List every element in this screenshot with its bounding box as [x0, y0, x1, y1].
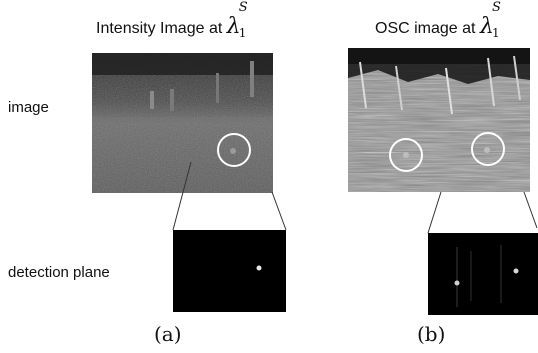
panel-b-title-text: OSC image at: [375, 20, 476, 37]
row-label-detection-plane: detection plane: [8, 264, 110, 281]
detection-plane-a: [173, 230, 286, 312]
detection-plane-b: [428, 233, 538, 315]
osc-image: [348, 48, 530, 192]
target-circle-b2: [471, 132, 505, 166]
row-label-image: image: [8, 99, 49, 116]
target-circle-a: [217, 133, 251, 167]
panel-a-title-text: Intensity Image at: [96, 20, 223, 37]
intensity-image: [92, 53, 273, 193]
target-circle-b1: [389, 138, 423, 172]
caption-a: (a): [154, 322, 182, 346]
caption-b: (b): [417, 322, 446, 346]
